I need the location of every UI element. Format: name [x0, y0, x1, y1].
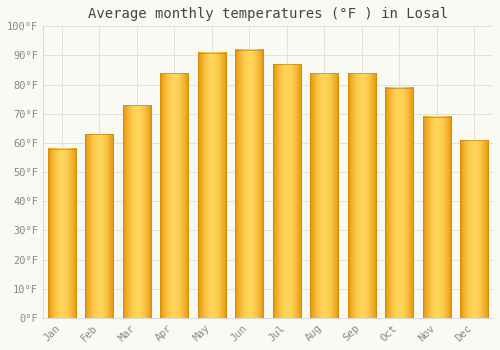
Bar [235, 50, 264, 318]
Bar [160, 73, 188, 318]
Bar [422, 117, 451, 318]
Bar [310, 73, 338, 318]
Bar [198, 52, 226, 318]
Bar [272, 64, 301, 318]
Bar [460, 140, 488, 318]
Bar [385, 88, 414, 318]
Title: Average monthly temperatures (°F ) in Losal: Average monthly temperatures (°F ) in Lo… [88, 7, 448, 21]
Bar [48, 149, 76, 318]
Bar [85, 134, 114, 318]
Bar [348, 73, 376, 318]
Bar [122, 105, 151, 318]
